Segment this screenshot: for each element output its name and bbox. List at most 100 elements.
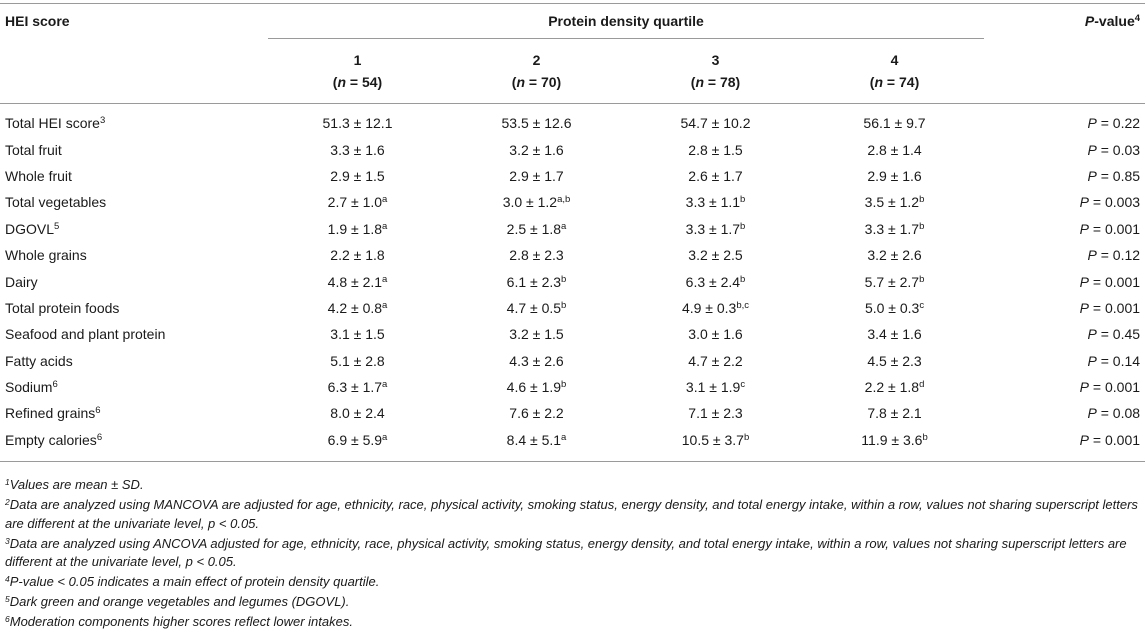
pvalue-cell: P = 0.45 xyxy=(1087,326,1141,343)
quartile-1-value: 2.2 ± 1.8 xyxy=(330,247,385,264)
pvalue-cell: P = 0.85 xyxy=(1087,167,1141,184)
quartile-1-value: 2.7 ± 1.0a xyxy=(327,194,388,211)
quartile-4-value: 7.8 ± 2.1 xyxy=(867,405,922,422)
quartile-number: 4 xyxy=(890,52,899,68)
table-row: Total fruit 3.3 ± 1.6 3.2 ± 1.6 2.8 ± 1.5 2.… xyxy=(0,136,1145,162)
quartile-2-value: 4.3 ± 2.6 xyxy=(509,352,564,369)
footnote-2: 2Data are analyzed using MANCOVA are adj… xyxy=(5,497,1138,531)
quartile-2-header: 2 (n = 70) xyxy=(447,38,626,104)
quartile-4-value: 2.9 ± 1.6 xyxy=(867,167,922,184)
row-label: Dairy xyxy=(5,273,38,290)
pvalue-cell: P = 0.001 xyxy=(1079,273,1141,290)
quartile-1-value: 2.9 ± 1.5 xyxy=(330,167,385,184)
quartile-2-value: 2.5 ± 1.8a xyxy=(506,220,567,237)
quartile-3-value: 2.8 ± 1.5 xyxy=(688,141,743,158)
row-label: DGOVL5 xyxy=(5,220,60,237)
quartile-4-header: 4 (n = 74) xyxy=(805,38,985,104)
quartile-2-value: 8.4 ± 5.1a xyxy=(506,431,567,448)
quartile-1-value: 8.0 ± 2.4 xyxy=(330,405,385,422)
quartile-2-value: 4.6 ± 1.9b xyxy=(506,379,567,396)
pvalue-header: P-value4 xyxy=(984,3,1145,39)
table-row: Dairy 4.8 ± 2.1a 6.1 ± 2.3b 6.3 ± 2.4b 5.7 ±… xyxy=(0,268,1145,294)
footnote-1: 1Values are mean ± SD. xyxy=(5,477,144,492)
quartile-2-value: 3.2 ± 1.5 xyxy=(509,326,564,343)
quartile-2-value: 3.2 ± 1.6 xyxy=(509,141,564,158)
quartile-3-value: 10.5 ± 3.7b xyxy=(681,431,750,448)
table-body: Total HEI score3 51.3 ± 12.1 53.5 ± 12.6 54… xyxy=(0,104,1145,462)
quartile-1-value: 6.9 ± 5.9a xyxy=(327,431,388,448)
pvalue-cell: P = 0.08 xyxy=(1087,405,1141,422)
quartile-3-value: 2.6 ± 1.7 xyxy=(688,167,743,184)
quartile-1-value: 5.1 ± 2.8 xyxy=(330,352,385,369)
pvalue-cell: P = 0.001 xyxy=(1079,299,1141,316)
table-row: Refined grains6 8.0 ± 2.4 7.6 ± 2.2 7.1 ± 2… xyxy=(0,400,1145,426)
table-row: DGOVL5 1.9 ± 1.8a 2.5 ± 1.8a 3.3 ± 1.7b 3.3 … xyxy=(0,216,1145,242)
quartile-sample-size: (n = 74) xyxy=(869,74,920,90)
quartile-1-header: 1 (n = 54) xyxy=(268,38,447,104)
quartile-2-value: 2.8 ± 2.3 xyxy=(509,247,564,264)
row-label: Seafood and plant protein xyxy=(5,326,166,343)
quartile-number: 1 xyxy=(353,52,362,68)
quartile-1-value: 3.3 ± 1.6 xyxy=(330,141,385,158)
quartile-3-value: 3.3 ± 1.1b xyxy=(685,194,746,211)
footnote-3: 3Data are analyzed using ANCOVA adjusted… xyxy=(5,535,1127,570)
table-row: Total protein foods 4.2 ± 0.8a 4.7 ± 0.5b 4… xyxy=(0,295,1145,321)
quartile-3-value: 6.3 ± 2.4b xyxy=(685,273,746,290)
quartile-number: 3 xyxy=(711,52,720,68)
row-label: Sodium6 xyxy=(5,379,58,396)
pvalue-cell: P = 0.001 xyxy=(1079,220,1141,237)
quartile-1-value: 51.3 ± 12.1 xyxy=(322,115,393,132)
quartile-4-value: 2.2 ± 1.8d xyxy=(864,379,925,396)
footnote-6: 6Moderation components higher scores ref… xyxy=(5,614,353,629)
quartile-1-value: 6.3 ± 1.7a xyxy=(327,379,388,396)
quartile-3-value: 3.2 ± 2.5 xyxy=(688,247,743,264)
pvalue-cell: P = 0.001 xyxy=(1079,431,1141,448)
header-spacer-right xyxy=(984,38,1145,104)
quartile-4-value: 5.7 ± 2.7b xyxy=(864,273,925,290)
quartile-1-value: 4.2 ± 0.8a xyxy=(327,299,388,316)
row-label: Total vegetables xyxy=(5,194,107,211)
row-label: Whole fruit xyxy=(5,167,72,184)
table-row: Empty calories6 6.9 ± 5.9a 8.4 ± 5.1a 10.5 … xyxy=(0,427,1145,462)
quartile-1-value: 4.8 ± 2.1a xyxy=(327,273,388,290)
quartile-2-value: 7.6 ± 2.2 xyxy=(509,405,564,422)
protein-density-quartile-header: Protein density quartile xyxy=(268,3,985,39)
quartile-4-value: 4.5 ± 2.3 xyxy=(867,352,922,369)
row-label: Total protein foods xyxy=(5,299,120,316)
footnote-5: 5Dark green and orange vegetables and le… xyxy=(5,594,350,609)
quartile-1-value: 1.9 ± 1.8a xyxy=(327,220,388,237)
row-label: Total fruit xyxy=(5,141,62,158)
table-row: Total vegetables 2.7 ± 1.0a 3.0 ± 1.2a,b 3.… xyxy=(0,189,1145,215)
quartile-4-value: 3.5 ± 1.2b xyxy=(864,194,925,211)
table-bottom-rule xyxy=(0,461,1145,463)
quartile-3-value: 3.1 ± 1.9c xyxy=(685,379,746,396)
row-label: Empty calories6 xyxy=(5,431,103,448)
pvalue-cell: P = 0.12 xyxy=(1087,247,1141,264)
table-row: Fatty acids 5.1 ± 2.8 4.3 ± 2.6 4.7 ± 2.2 4.… xyxy=(0,348,1145,374)
quartile-2-value: 6.1 ± 2.3b xyxy=(506,273,567,290)
hei-score-header: HEI score xyxy=(0,3,268,39)
quartile-4-value: 2.8 ± 1.4 xyxy=(867,141,922,158)
hei-score-table: HEI score Protein density quartile P-val… xyxy=(0,3,1145,463)
table-row: Total HEI score3 51.3 ± 12.1 53.5 ± 12.6 54… xyxy=(0,104,1145,137)
quartile-2-value: 4.7 ± 0.5b xyxy=(506,299,567,316)
table-row: Whole fruit 2.9 ± 1.5 2.9 ± 1.7 2.6 ± 1.7 2.… xyxy=(0,163,1145,189)
pvalue-cell: P = 0.003 xyxy=(1079,194,1141,211)
quartile-4-value: 5.0 ± 0.3c xyxy=(864,299,925,316)
quartile-3-value: 54.7 ± 10.2 xyxy=(680,115,751,132)
quartile-sample-size: (n = 78) xyxy=(690,74,741,90)
table-row: Seafood and plant protein 3.1 ± 1.5 3.2 ± … xyxy=(0,321,1145,347)
pvalue-cell: P = 0.03 xyxy=(1087,141,1141,158)
quartile-3-value: 7.1 ± 2.3 xyxy=(688,405,743,422)
table-row: Whole grains 2.2 ± 1.8 2.8 ± 2.3 3.2 ± 2.5 3… xyxy=(0,242,1145,268)
quartile-2-value: 53.5 ± 12.6 xyxy=(501,115,572,132)
quartile-4-value: 56.1 ± 9.7 xyxy=(863,115,926,132)
quartile-3-value: 3.0 ± 1.6 xyxy=(688,326,743,343)
row-label: Refined grains6 xyxy=(5,405,101,422)
quartile-3-value: 3.3 ± 1.7b xyxy=(685,220,746,237)
quartile-1-value: 3.1 ± 1.5 xyxy=(330,326,385,343)
quartile-4-value: 3.2 ± 2.6 xyxy=(867,247,922,264)
footnote-4: 4P-value < 0.05 indicates a main effect … xyxy=(5,574,380,589)
row-label: Fatty acids xyxy=(5,352,73,369)
